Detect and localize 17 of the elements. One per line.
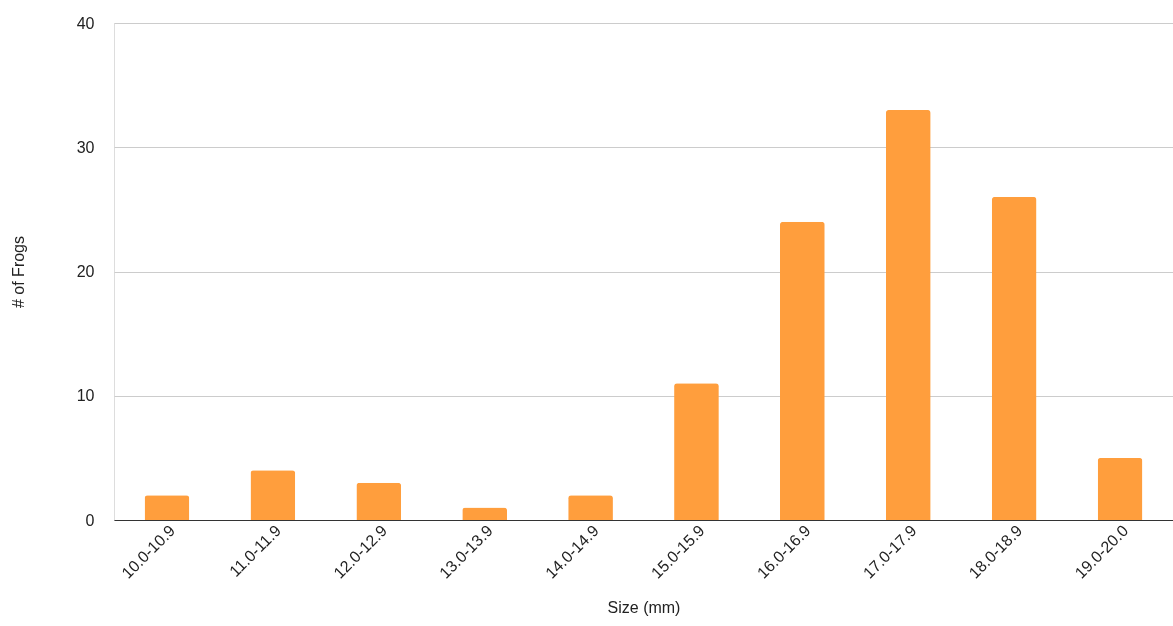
bar xyxy=(991,196,1037,520)
bar xyxy=(1097,457,1143,520)
y-tick-label: 20 xyxy=(76,263,95,280)
y-axis-title: # of Frogs xyxy=(9,235,27,309)
bar xyxy=(674,383,719,520)
y-tick-label: 10 xyxy=(76,387,95,405)
bar xyxy=(779,221,825,520)
y-tick-label: 30 xyxy=(76,138,95,156)
bar xyxy=(462,507,508,520)
bar xyxy=(885,109,931,520)
x-axis-title: Size (mm) xyxy=(607,598,681,616)
bar xyxy=(356,482,402,520)
bar xyxy=(144,495,190,520)
bar xyxy=(568,495,613,520)
bar xyxy=(250,470,296,520)
y-tick-label: 0 xyxy=(85,511,95,529)
y-tick-label: 40 xyxy=(76,14,95,32)
